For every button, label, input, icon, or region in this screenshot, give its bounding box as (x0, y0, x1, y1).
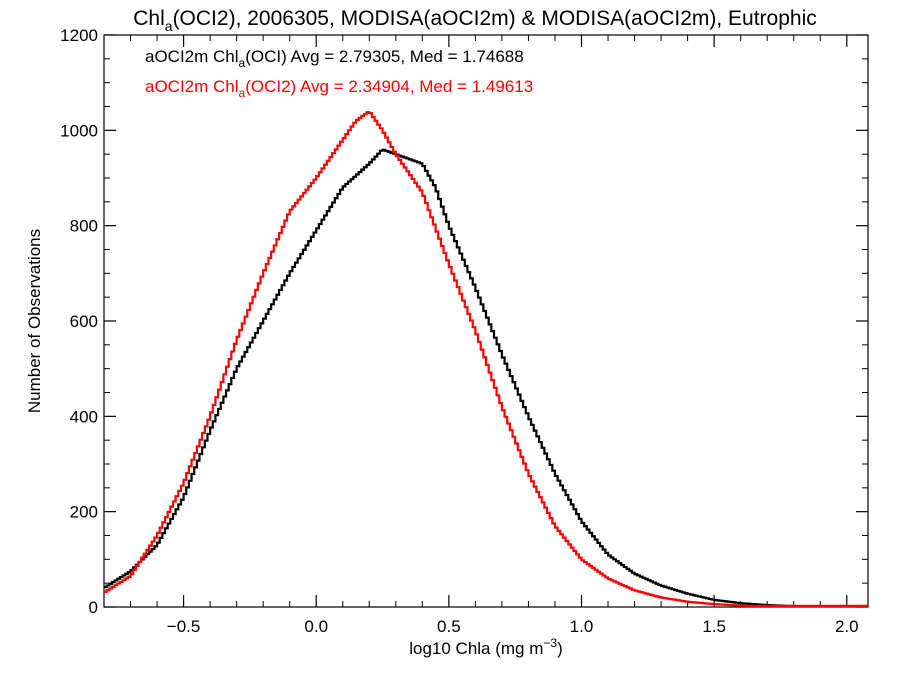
x-tick-label: 0.5 (437, 617, 461, 636)
y-tick-label: 0 (89, 598, 98, 617)
series-layer (104, 111, 868, 608)
x-tick-label: −0.5 (167, 617, 201, 636)
legend-entry-red-prefix: aOCI2m Chl (145, 77, 239, 96)
y-tick-label: 1000 (60, 121, 98, 140)
plot-frame (103, 34, 869, 608)
x-tick-label: 1.5 (702, 617, 726, 636)
x-axis-label-superscript: −3 (543, 636, 557, 650)
x-tick-label: 2.0 (835, 617, 859, 636)
y-tick-label: 200 (70, 503, 98, 522)
y-axis-ticks: 0 200 400 600 800 1000 1200 (60, 26, 868, 617)
x-tick-label: 0.0 (304, 617, 328, 636)
x-axis-ticks: −0.5 0.0 0.5 1.0 1.5 2.0 (103, 35, 859, 636)
legend-entry-black-subscript: a (239, 56, 246, 70)
y-tick-label: 400 (70, 407, 98, 426)
legend-entry-black-prefix: aOCI2m Chl (145, 47, 239, 66)
y-tick-label: 600 (70, 312, 98, 331)
y-tick-label: 800 (70, 217, 98, 236)
legend-entry-red-subscript: a (239, 86, 246, 100)
series-line-red (104, 111, 868, 608)
x-axis-label-text: log10 Chla (mg m (409, 639, 543, 658)
legend-entry-black: aOCI2m Chla(OCI) Avg = 2.79305, Med = 1.… (145, 47, 524, 70)
series-line-black (104, 148, 868, 608)
legend-entry-red-suffix: (OCI2) Avg = 2.34904, Med = 1.49613 (245, 77, 533, 96)
x-tick-label: 1.0 (570, 617, 594, 636)
x-axis-label: log10 Chla (mg m−3) (409, 636, 563, 658)
x-axis-label-close: ) (557, 639, 563, 658)
chart-title-suffix: (OCI2), 2006305, MODISA(aOCI2m) & MODISA… (173, 7, 817, 30)
y-axis-label: Number of Observations (25, 229, 44, 413)
legend: aOCI2m Chla(OCI) Avg = 2.79305, Med = 1.… (145, 47, 533, 100)
y-tick-label: 1200 (60, 26, 98, 45)
legend-entry-black-suffix: (OCI) Avg = 2.79305, Med = 1.74688 (245, 47, 523, 66)
chart-title-subscript: a (165, 18, 173, 34)
chart-title-prefix: Chl (133, 7, 165, 30)
legend-entry-red: aOCI2m Chla(OCI2) Avg = 2.34904, Med = 1… (145, 77, 533, 100)
chart-title: Chla(OCI2), 2006305, MODISA(aOCI2m) & MO… (133, 7, 817, 34)
